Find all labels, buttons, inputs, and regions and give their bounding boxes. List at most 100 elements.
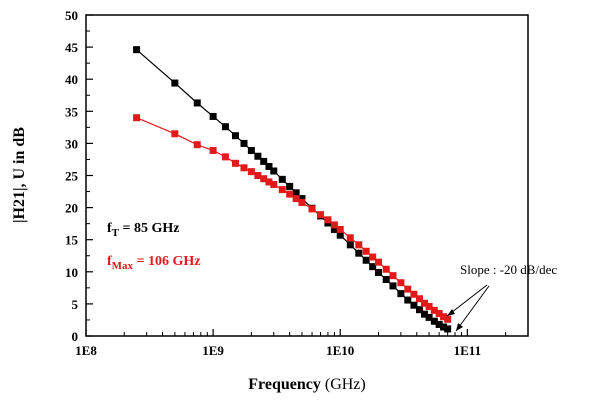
series-2-point	[270, 180, 278, 188]
series-2-point	[397, 279, 405, 287]
y-tick-label: 50	[65, 8, 78, 23]
y-tick-label: 20	[65, 201, 78, 216]
x-tick-label: 1E10	[326, 343, 354, 358]
series-2-point	[232, 159, 240, 167]
y-tick-label: 15	[65, 233, 79, 248]
series-2-point	[260, 175, 268, 183]
series-1-point	[278, 175, 286, 183]
series-1-point	[292, 189, 300, 197]
y-tick-label: 45	[65, 40, 79, 55]
series-2-point	[415, 295, 423, 303]
series-2-point	[389, 272, 397, 280]
series-2-point	[330, 221, 338, 229]
slope-arrowhead-1	[447, 309, 455, 316]
series-1-point	[254, 152, 262, 160]
series-2-point	[278, 186, 286, 194]
series-1-point	[286, 182, 294, 190]
y-tick-label: 40	[65, 72, 78, 87]
series-2-point	[369, 253, 377, 261]
series-2-point	[420, 299, 428, 307]
x-tick-label: 1E8	[75, 343, 97, 358]
series-2-point	[374, 258, 382, 266]
series-2-point	[240, 164, 248, 172]
y-tick-label: 5	[72, 297, 79, 312]
series-1-point	[133, 46, 141, 54]
series-1-point	[415, 306, 423, 314]
series-2-point	[265, 178, 273, 186]
series-1-point	[382, 276, 390, 284]
series-2-point	[382, 265, 390, 273]
series-1-point	[265, 163, 273, 171]
slope-annotation: Slope : -20 dB/dec	[460, 262, 557, 277]
series-2-point	[193, 141, 201, 149]
series-1-point	[260, 157, 268, 165]
series-layer	[133, 46, 452, 333]
series-1-point	[404, 296, 412, 304]
series-2-point	[292, 195, 300, 203]
series-1-point	[444, 325, 452, 333]
x-axis-title: Frequency (GHz)	[248, 376, 365, 393]
x-tick-label: 1E9	[202, 343, 224, 358]
series-1-point	[425, 313, 433, 321]
series-1-point	[420, 310, 428, 318]
ft-annotation: fT = 85 GHz	[107, 221, 180, 239]
series-2-point	[254, 172, 262, 179]
x-tick-label: 1E11	[454, 343, 481, 358]
series-2-point	[247, 168, 255, 176]
series-1-point	[369, 263, 377, 271]
series-1-point	[355, 249, 363, 257]
series-2-point	[133, 114, 141, 122]
series-2-point	[425, 302, 433, 310]
series-2-point	[324, 216, 332, 224]
y-tick-label: 30	[65, 136, 78, 151]
fmax-annotation: fMax = 106 GHz	[107, 254, 201, 272]
series-1-point	[193, 99, 201, 107]
series-1-point	[221, 123, 229, 131]
slope-arrowhead-2	[456, 323, 463, 331]
y-axis: 0 5 10 15 20 25 30 35 40 45 50	[65, 8, 93, 344]
series-1-point	[240, 139, 248, 147]
series-2-point	[410, 290, 418, 298]
series-2-point	[440, 313, 448, 321]
series-2-point	[317, 211, 325, 219]
y-tick-label: 35	[65, 104, 79, 119]
series-1-point	[374, 268, 382, 276]
series-2-point	[336, 225, 344, 233]
series-2-point	[298, 198, 306, 206]
series-2-point	[430, 306, 438, 314]
series-2-point	[209, 146, 217, 154]
series-2-point	[171, 130, 179, 138]
series-1-point	[298, 195, 306, 203]
series-1-point	[362, 256, 370, 264]
series-1-point	[330, 225, 338, 233]
series-2-point	[346, 234, 354, 242]
series-2-point	[362, 247, 370, 255]
series-1-point	[270, 167, 278, 175]
series-2-point	[286, 190, 294, 198]
series-2-point	[404, 285, 412, 293]
series-2-point	[308, 205, 316, 213]
slope-arrow-1	[446, 284, 488, 317]
series-2-point	[355, 241, 363, 249]
series-1-point	[410, 301, 418, 309]
series-1-point	[209, 112, 217, 120]
series-2-line	[136, 117, 449, 320]
slope-arrow-2	[455, 285, 490, 332]
series-1-point	[336, 231, 344, 239]
series-1-point	[171, 79, 179, 87]
y-tick-label: 0	[72, 329, 79, 344]
series-1-point	[232, 132, 240, 140]
x-axis: 1E8 1E9 1E10 1E11	[75, 329, 529, 358]
series-1-point	[346, 241, 354, 249]
series-1-point	[389, 282, 397, 290]
y-axis-title: |H21|, U in dB	[11, 127, 28, 223]
series-1-point	[397, 290, 405, 298]
series-1-point	[247, 146, 255, 154]
series-2-point	[444, 315, 452, 323]
series-1-point	[440, 323, 448, 331]
series-2-point	[221, 153, 229, 161]
y-tick-label: 25	[65, 169, 79, 184]
series-1-point	[435, 320, 443, 328]
series-2-point	[435, 310, 443, 318]
